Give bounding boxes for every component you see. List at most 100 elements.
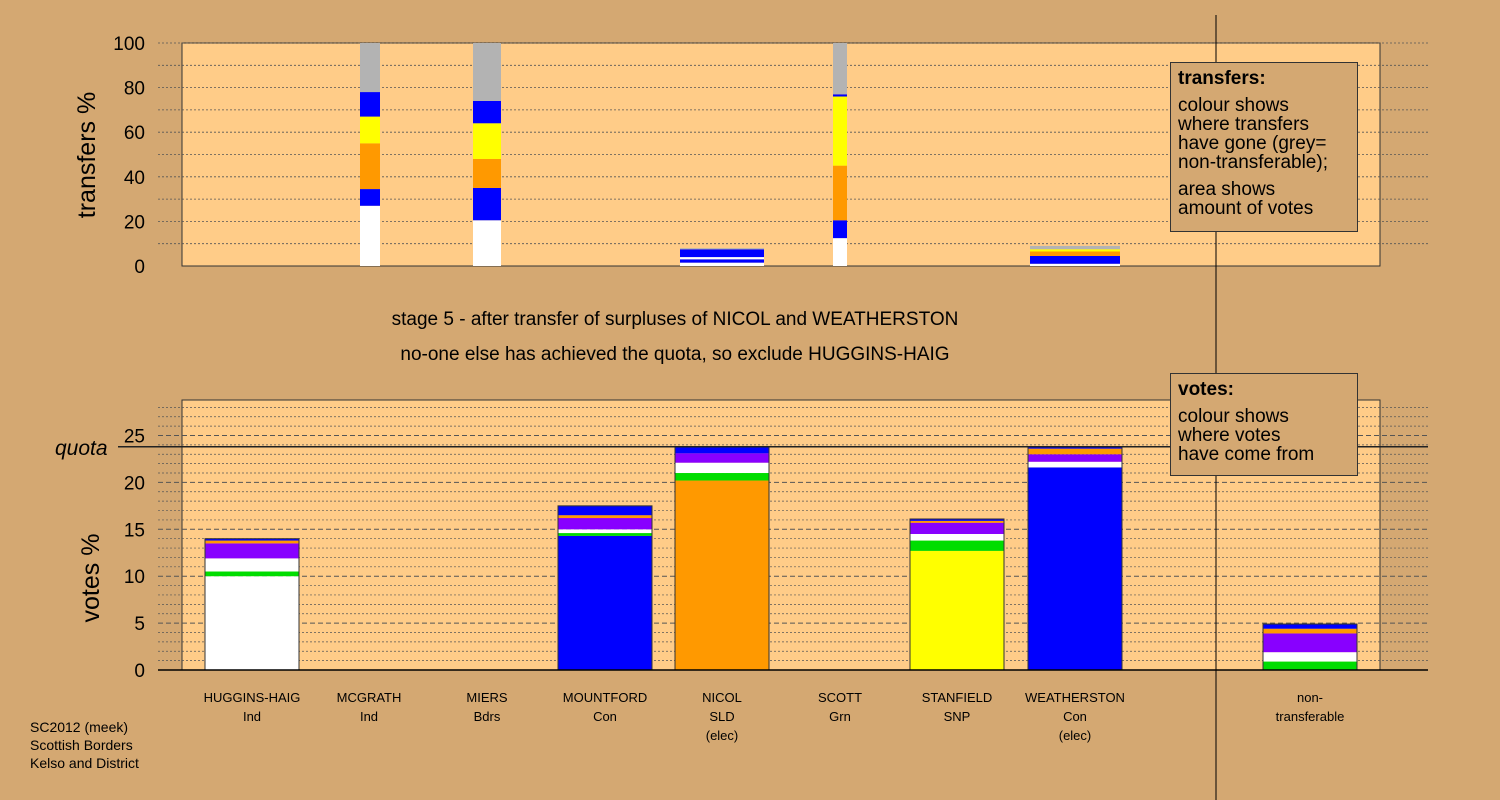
transfers-bar-segment (1030, 245, 1120, 250)
votes-bar-segment (675, 462, 769, 474)
transfers-legend-title: transfers: (1178, 68, 1266, 89)
votes-legend-line: have come from (1178, 444, 1315, 465)
votes-y-tick-label: 20 (124, 473, 145, 494)
candidate-elected: (elec) (705, 728, 739, 743)
transfers-bar-segment (833, 94, 847, 97)
votes-bar-segment (1028, 461, 1122, 468)
transfers-bar-segment (833, 220, 847, 239)
transfers-bar-segment (360, 205, 380, 266)
candidate-name: NICOL (702, 690, 742, 705)
votes-legend-title: votes: (1178, 379, 1234, 400)
candidate-name: non- (1296, 690, 1324, 705)
transfers-legend-line: where transfers (1178, 114, 1309, 135)
candidate-party: Ind (359, 709, 379, 724)
votes-bar-segment (910, 520, 1004, 523)
transfers-legend-line: have gone (grey= (1178, 133, 1327, 154)
transfers-legend-line: colour shows (1178, 95, 1289, 116)
votes-bar-segment (910, 533, 1004, 541)
votes-bar-segment (205, 540, 299, 544)
candidate-label: WEATHERSTON Con (elec) (1015, 688, 1135, 745)
candidate-party: Ind (242, 709, 262, 724)
candidate-label: SCOTT Grn (780, 688, 900, 726)
candidate-label: NICOL SLD (elec) (662, 688, 782, 745)
candidate-name: HUGGINS-HAIG (203, 690, 301, 705)
votes-bar-segment (205, 558, 299, 572)
votes-bar-segment (1028, 467, 1122, 670)
votes-bar-segment (1028, 448, 1122, 455)
transfers-bar-segment (473, 123, 501, 159)
candidate-party: SNP (943, 709, 971, 724)
transfers-y-tick-label: 20 (124, 212, 145, 233)
transfers-legend-line: non-transferable); (1178, 152, 1328, 173)
footer: SC2012 (meek) Scottish Borders Kelso and… (30, 718, 139, 772)
votes-bar-segment (1263, 624, 1357, 629)
transfers-bar-segment (360, 143, 380, 190)
candidate-label: HUGGINS-HAIG Ind (192, 688, 312, 726)
transfers-bar-segment (833, 96, 847, 166)
candidate-name: MIERS (466, 690, 508, 705)
transfers-bar-segment (680, 262, 764, 266)
votes-bar-segment (1263, 628, 1357, 634)
candidate-party: Bdrs (473, 709, 501, 724)
candidate-label: STANFIELD SNP (897, 688, 1017, 726)
votes-y-tick-label: 5 (134, 614, 145, 635)
transfers-bar-segment (360, 189, 380, 206)
transfers-y-axis-label: transfers % (73, 92, 101, 218)
transfers-y-tick-label: 40 (124, 168, 145, 189)
transfers-bar-segment (680, 257, 764, 260)
candidate-label: non-transferable (1250, 688, 1370, 726)
votes-legend-line: colour shows (1178, 406, 1289, 427)
votes-bar-segment (558, 505, 652, 516)
transfers-legend-line: area shows (1178, 179, 1276, 200)
candidate-name: MCGRATH (336, 690, 402, 705)
candidate-party: Con (1063, 709, 1087, 724)
quota-label: quota (55, 437, 108, 460)
transfers-bar-segment (473, 100, 501, 124)
transfers-bar-segment (1030, 255, 1120, 264)
votes-legend-line: where votes (1178, 425, 1281, 446)
transfers-bar-segment (360, 116, 380, 144)
votes-bar-segment (910, 522, 1004, 534)
votes-bar-segment (1028, 454, 1122, 462)
candidate-name: STANFIELD (921, 690, 993, 705)
votes-bar-segment (558, 529, 652, 534)
votes-bar-segment (558, 515, 652, 519)
candidate-elected: (elec) (1058, 728, 1092, 743)
candidate-party: transferable (1275, 709, 1345, 724)
transfers-y-tick-label: 60 (124, 123, 145, 144)
candidate-party: SLD (709, 709, 735, 724)
votes-bar-segment (675, 446, 769, 454)
votes-y-tick-label: 25 (124, 427, 145, 448)
votes-y-tick-label: 10 (124, 567, 145, 588)
transfers-bar-segment (473, 187, 501, 221)
stage-title: stage 5 - after transfer of surpluses of… (391, 309, 959, 330)
votes-bar-segment (675, 453, 769, 463)
votes-bar-segment (205, 543, 299, 559)
votes-bar-segment (1263, 633, 1357, 653)
transfers-bar-segment (360, 43, 380, 93)
candidate-label: MOUNTFORD Con (545, 688, 665, 726)
transfers-bar-segment (833, 238, 847, 266)
votes-y-tick-label: 15 (124, 520, 145, 541)
votes-bar-segment (205, 576, 299, 670)
transfers-bar-segment (473, 220, 501, 266)
candidate-name: SCOTT (817, 690, 863, 705)
votes-bar-segment (558, 518, 652, 530)
candidate-name: WEATHERSTON (1025, 690, 1125, 705)
candidate-party: Con (593, 709, 617, 724)
transfers-bar-segment (833, 43, 847, 95)
transfers-y-tick-label: 80 (124, 79, 145, 100)
footer-line: SC2012 (meek) (30, 719, 129, 735)
footer-line: Scottish Borders (30, 737, 133, 753)
transfers-bar-segment (473, 158, 501, 188)
transfers-y-tick-label: 100 (113, 34, 145, 55)
transfers-bar-segment (680, 248, 764, 250)
transfers-bar-segment (1030, 249, 1120, 252)
candidate-name: MOUNTFORD (562, 690, 648, 705)
votes-bar-segment (205, 571, 299, 577)
transfers-y-tick-label: 0 (134, 257, 145, 278)
votes-legend: votes: colour shows where votes have com… (1170, 373, 1358, 476)
transfers-bar-segment (1030, 251, 1120, 256)
votes-bar-segment (1263, 661, 1357, 670)
votes-bar-segment (1263, 652, 1357, 662)
